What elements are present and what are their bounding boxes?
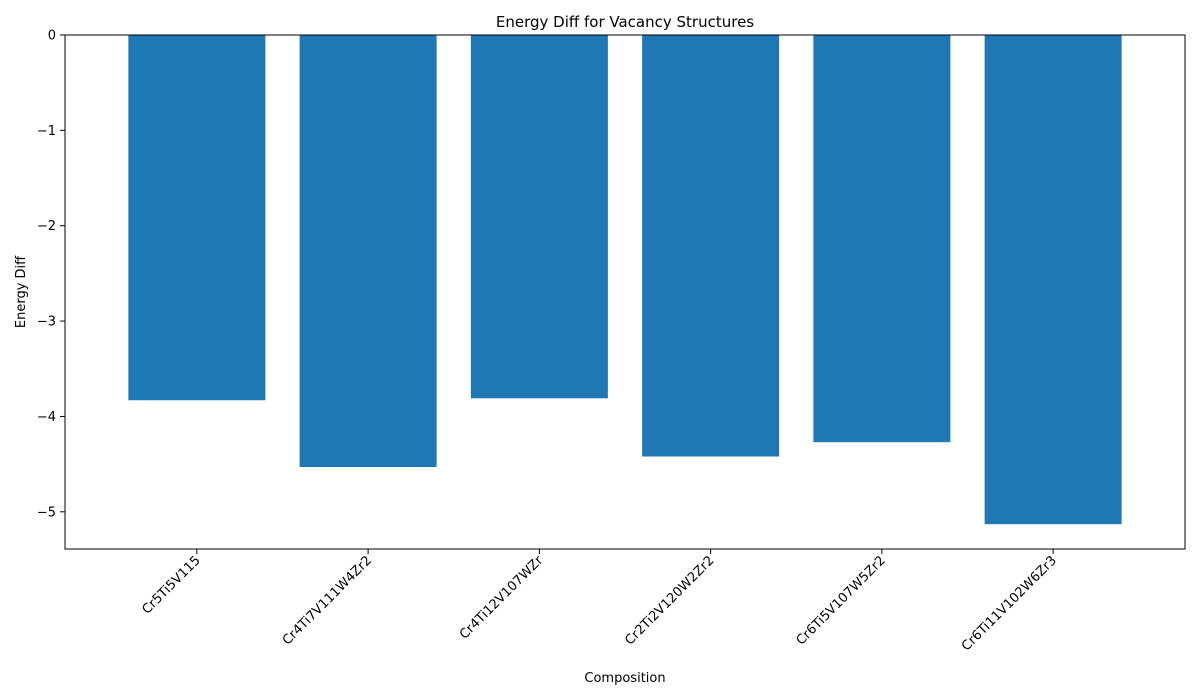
y-tick-label: −4 <box>37 410 56 425</box>
x-tick-label: Cr2Ti2V120W2Zr2 <box>622 553 717 648</box>
x-axis: Cr5Ti5V115 Cr4Ti7V111W4Zr2 Cr4Ti12V107WZr C… <box>139 549 1060 654</box>
bar-Cr6Ti5V107W5Zr2 <box>813 35 951 443</box>
bar-Cr4Ti7V111W4Zr2 <box>299 35 437 467</box>
x-tick-label: Cr5Ti5V115 <box>139 553 203 617</box>
y-tick-label: −5 <box>37 505 56 520</box>
bar-Cr4Ti12V107WZr <box>470 35 608 399</box>
x-axis-label: Composition <box>584 671 665 686</box>
y-tick-label: −3 <box>37 315 56 330</box>
y-axis: 0 −1 −2 −3 −4 −5 <box>37 29 65 520</box>
chart-title: Energy Diff for Vacancy Structures <box>496 13 754 31</box>
bar-Cr2Ti2V120W2Zr2 <box>642 35 780 457</box>
y-tick-label: 0 <box>48 29 56 44</box>
y-tick-label: −2 <box>37 219 56 234</box>
x-tick-label: Cr4Ti7V111W4Zr2 <box>280 553 375 648</box>
plot-frame <box>64 34 1186 550</box>
x-tick-label: Cr6Ti11V102W6Zr3 <box>959 553 1060 654</box>
x-tick-label: Cr4Ti12V107WZr <box>457 553 547 643</box>
bar-Cr6Ti11V102W6Zr3 <box>984 35 1122 525</box>
bar-Cr5Ti5V115 <box>128 35 266 401</box>
x-tick-label: Cr6Ti5V107W5Zr2 <box>794 553 889 648</box>
y-tick-label: −1 <box>37 124 56 139</box>
bars-group <box>128 35 1122 525</box>
y-axis-label: Energy Diff <box>14 255 29 328</box>
